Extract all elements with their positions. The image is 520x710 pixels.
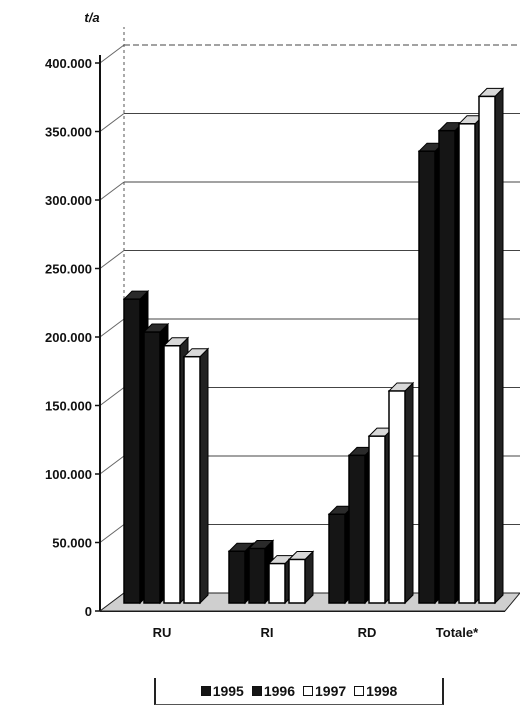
bar-Totale-1998	[477, 87, 505, 605]
bar-RI-1998	[287, 550, 315, 605]
axis-labels: 0 50.000 100.000 150.000 200.000 250.000 300.0…	[45, 10, 479, 640]
gridline-depth	[99, 250, 125, 269]
x-category-label: RI	[261, 625, 274, 640]
legend-label-1998: 1998	[366, 683, 398, 699]
legend-swatch-1998	[354, 686, 365, 696]
legend-swatch-1996	[251, 686, 262, 696]
x-category-label: RU	[153, 625, 172, 640]
gridline-depth	[99, 113, 125, 132]
gridline-depth	[99, 455, 125, 475]
y-tick-label: 250.000	[45, 262, 92, 277]
y-tick-label: 350.000	[45, 125, 92, 140]
gridline-depth	[99, 181, 125, 201]
legend-item-1995: 1995	[200, 683, 244, 699]
legend-label-1995: 1995	[212, 683, 244, 699]
bar-RU-1998	[182, 347, 210, 605]
y-unit-label: t/a	[84, 10, 99, 25]
bar-RD-1998	[387, 381, 415, 605]
legend-item-1996: 1996	[251, 683, 295, 699]
y-tick-label: 300.000	[45, 193, 92, 208]
legend-label-1996: 1996	[263, 683, 295, 699]
gridline-depth	[99, 44, 125, 64]
legend-item-1997: 1997	[303, 683, 346, 699]
y-tick-label: 50.000	[52, 536, 92, 551]
legend-swatch-1995	[200, 686, 211, 696]
y-tick-label: 150.000	[45, 399, 92, 414]
bars	[122, 87, 505, 605]
gridline-depth	[99, 318, 125, 338]
y-tick-label: 100.000	[45, 467, 92, 482]
y-tick-label: 200.000	[45, 330, 92, 345]
legend-swatch-1997	[303, 686, 313, 696]
legend-item-1998: 1998	[354, 683, 397, 699]
y-tick-label: 0	[85, 604, 92, 619]
gridline-depth	[99, 387, 125, 406]
x-category-label: Totale*	[436, 625, 479, 640]
legend-label-1997: 1997	[315, 683, 347, 699]
legend: 1995 1996 1997 1998	[154, 678, 444, 705]
x-category-label: RD	[358, 625, 377, 640]
gridline-depth	[99, 524, 125, 543]
y-tick-label: 400.000	[45, 56, 92, 71]
